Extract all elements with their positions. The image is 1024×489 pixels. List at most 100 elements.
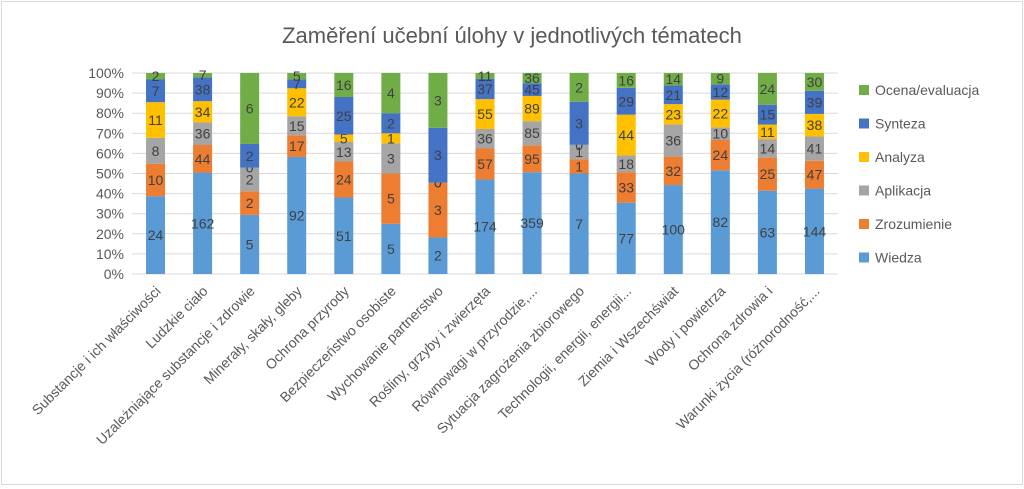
data-label: 39	[807, 94, 823, 110]
bar-segment	[475, 73, 495, 79]
data-label: 13	[336, 144, 352, 160]
bar-segment	[757, 157, 777, 191]
bar-stack: 230033	[428, 73, 448, 274]
data-label: 24	[336, 172, 352, 188]
bar-segment	[663, 85, 683, 105]
bar-segment	[240, 191, 260, 215]
data-label: 100	[662, 222, 686, 238]
legend-swatch	[859, 219, 869, 229]
data-label: 44	[618, 127, 634, 143]
bar-segment	[287, 88, 307, 117]
bar-segment	[193, 122, 213, 146]
bar-segment	[146, 73, 166, 80]
data-label: 144	[803, 223, 827, 239]
bar-segment	[710, 73, 730, 85]
bar-stack: 92 17 15 22 75	[287, 68, 307, 274]
bar-stack: 82 24 10 22 129	[710, 71, 730, 274]
bar-segment	[616, 87, 636, 115]
bar-segment	[146, 163, 166, 197]
data-label: 89	[524, 101, 540, 117]
bar-segment	[428, 237, 448, 274]
legend-label: Ocena/evaluacja	[875, 82, 980, 98]
data-label: 10	[148, 172, 164, 188]
bar-segment	[287, 73, 307, 80]
data-label: 3	[434, 202, 442, 218]
bar-segment	[710, 127, 730, 140]
bar-segment	[804, 136, 824, 161]
data-label: 47	[807, 167, 823, 183]
data-label: 11	[760, 124, 775, 140]
bar-stack: 162 44 36 34 387	[191, 67, 215, 274]
y-tick-label: 0%	[104, 266, 124, 282]
data-label: 25	[760, 166, 776, 182]
data-label: 41	[807, 141, 823, 157]
bar-segment	[522, 172, 542, 274]
bar-segment	[381, 223, 401, 274]
y-tick-label: 10%	[96, 246, 124, 262]
bar-segment	[475, 99, 495, 129]
bar-segment	[663, 124, 683, 157]
bar-segment	[616, 172, 636, 203]
data-label: 5	[246, 236, 254, 252]
bar-segment	[381, 143, 401, 174]
data-label: 3	[434, 92, 442, 108]
bar-segment	[193, 145, 213, 173]
bar-segment	[193, 101, 213, 123]
bar-segment	[663, 156, 683, 186]
data-label: 16	[618, 72, 634, 88]
data-label: 24	[148, 227, 164, 243]
data-label: 1	[575, 158, 583, 174]
bar-segment	[287, 135, 307, 157]
bar-segment	[569, 101, 589, 145]
bar-segment	[381, 73, 401, 114]
data-label: 7	[152, 83, 160, 99]
legend-label: Aplikacja	[875, 183, 931, 199]
bar-segment	[616, 155, 636, 173]
data-label: 7	[293, 76, 301, 92]
data-label: 2	[387, 115, 395, 131]
data-label: 162	[191, 215, 215, 231]
y-tick-label: 60%	[96, 145, 124, 161]
y-tick-label: 100%	[88, 65, 124, 81]
bar-segment	[616, 202, 636, 274]
data-label: 82	[713, 214, 729, 230]
bar-segment	[428, 73, 448, 128]
data-label: 2	[246, 171, 254, 187]
data-label: 10	[713, 126, 729, 142]
data-label: 95	[524, 151, 540, 167]
data-label: 8	[152, 143, 160, 159]
bar-segment	[757, 124, 777, 140]
data-label: 33	[618, 179, 634, 195]
bar-segment	[757, 104, 777, 125]
data-label: 5	[340, 130, 348, 146]
y-tick-label: 40%	[96, 186, 124, 202]
bar-segment	[522, 121, 542, 146]
bar-segment	[522, 145, 542, 173]
data-label: 63	[760, 224, 776, 240]
bar-segment	[381, 173, 401, 224]
bar-segment	[522, 95, 542, 122]
bar-segment	[193, 172, 213, 274]
legend-swatch	[859, 118, 869, 129]
bar-segment	[804, 113, 824, 137]
bar-segment	[475, 78, 495, 100]
bar-segment	[240, 143, 260, 168]
bar-segment	[287, 116, 307, 136]
data-label: 32	[665, 163, 681, 179]
data-label: 2	[152, 68, 160, 84]
legend-swatch	[859, 152, 869, 162]
bar-segment	[663, 73, 683, 86]
data-label: 2	[246, 195, 254, 211]
x-tick-label: Ochrona przyrody	[262, 283, 352, 373]
data-label: 5	[293, 68, 301, 84]
bar-segment	[522, 73, 542, 84]
data-label: 36	[477, 131, 493, 147]
bar-segment	[240, 167, 260, 192]
data-label: 24	[760, 81, 776, 97]
legend-item: Analyza	[859, 149, 925, 165]
data-label: 24	[713, 147, 729, 163]
data-label: 92	[289, 207, 305, 223]
data-label: 15	[289, 118, 305, 134]
